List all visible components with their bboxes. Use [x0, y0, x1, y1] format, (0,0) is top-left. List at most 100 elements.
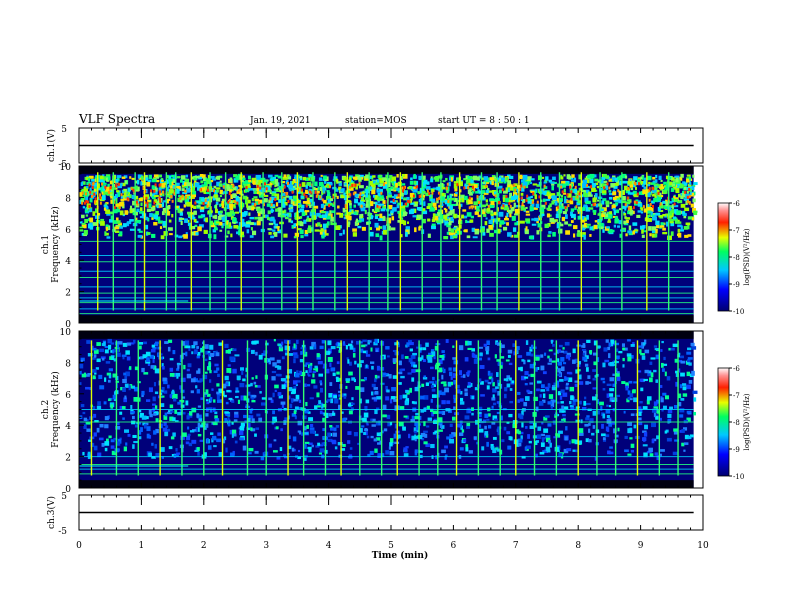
psd-cell	[227, 230, 230, 235]
psd-cell	[609, 446, 613, 449]
psd-cell	[409, 198, 413, 203]
psd-cell	[484, 425, 487, 430]
psd-cell	[330, 346, 336, 350]
psd-cell	[677, 194, 681, 198]
psd-cell	[403, 453, 409, 458]
psd-cell	[614, 216, 619, 220]
psd-cell	[441, 350, 445, 354]
psd-cell	[163, 200, 166, 203]
psd-cell	[93, 445, 98, 451]
psd-cell	[169, 367, 174, 372]
psd-cell	[672, 343, 678, 348]
psd-cell	[185, 400, 189, 406]
psd-cell	[229, 203, 233, 209]
psd-cell	[219, 189, 223, 195]
psd-cell	[550, 181, 555, 184]
psd-hot-cell	[684, 190, 687, 194]
psd-cell	[117, 184, 122, 189]
psd-cell	[509, 388, 513, 391]
psd-cell	[419, 415, 422, 420]
psd-cell	[97, 187, 102, 191]
psd-hot-cell	[358, 195, 361, 199]
psd-cell	[319, 215, 323, 219]
psd-cell	[161, 182, 166, 188]
psd-cell	[221, 198, 226, 202]
psd-cell	[355, 183, 360, 186]
psd-cell	[673, 216, 677, 220]
psd-cell	[493, 418, 498, 421]
psd-cell	[264, 184, 269, 190]
psd-hot-cell	[287, 181, 290, 185]
psd-cell	[181, 352, 187, 355]
psd-hot-cell	[494, 194, 497, 198]
psd-cell	[249, 235, 254, 238]
psd-cell	[271, 376, 276, 381]
psd-cell	[178, 235, 183, 239]
psd-cell	[431, 455, 434, 459]
psd-cell	[683, 449, 686, 452]
psd-cell	[195, 220, 199, 224]
psd-cell	[586, 214, 589, 220]
psd-cell	[499, 415, 503, 421]
psd-cell	[605, 409, 611, 414]
psd-cell	[688, 362, 692, 366]
psd-cell	[365, 399, 370, 404]
psd-cell	[283, 383, 289, 388]
psd-cell	[137, 228, 141, 231]
psd-cell	[655, 228, 658, 234]
psd-cell	[474, 387, 479, 391]
psd-cell	[629, 212, 634, 215]
psd-cell	[297, 449, 301, 453]
psd-cell	[96, 427, 100, 433]
psd-cell	[646, 399, 650, 405]
psd-hot-cell	[104, 185, 107, 189]
psd-cell	[453, 398, 457, 404]
psd-cell	[331, 426, 334, 430]
psd-cell	[379, 203, 384, 206]
psd-cell	[517, 391, 521, 395]
psd-cell	[474, 354, 478, 359]
psd-cell	[633, 176, 638, 181]
psd-cell	[303, 426, 307, 431]
psd-cell	[608, 405, 612, 408]
psd-cell	[471, 227, 476, 232]
psd-cell	[539, 207, 545, 212]
psd-cell	[527, 390, 530, 393]
psd-cell	[183, 364, 186, 370]
psd-cell	[461, 429, 465, 433]
psd-cell	[371, 185, 376, 190]
psd-cell	[660, 449, 665, 452]
psd-cell	[630, 187, 634, 191]
psd-cell	[374, 409, 378, 415]
psd-cell	[601, 200, 605, 205]
figure-title: VLF Spectra	[78, 112, 155, 126]
psd-cell	[629, 183, 634, 188]
psd-cell	[254, 181, 258, 185]
psd-cell	[478, 418, 482, 424]
psd-cell	[336, 371, 340, 375]
psd-cell	[214, 411, 218, 415]
psd-cell	[94, 420, 99, 423]
psd-cell	[232, 186, 237, 191]
psd-cell	[589, 173, 595, 179]
psd-cell	[365, 431, 368, 436]
psd-cell	[550, 402, 555, 408]
psd-cell	[378, 203, 382, 208]
psd-hot-cell	[321, 198, 324, 202]
psd-cell	[489, 372, 493, 377]
psd-hot-cell	[431, 191, 434, 195]
psd-cell	[272, 419, 276, 424]
psd-hot-cell	[118, 206, 121, 210]
psd-cell	[98, 374, 103, 380]
psd-cell	[651, 226, 657, 231]
psd-cell	[332, 432, 337, 437]
psd-cell	[368, 340, 372, 343]
psd-cell	[483, 208, 486, 212]
psd-cell	[482, 181, 486, 185]
psd-cell	[355, 174, 359, 177]
psd-cell	[491, 181, 494, 186]
psd-cell	[647, 206, 653, 211]
psd-cell	[287, 435, 291, 439]
psd-cell	[547, 222, 551, 227]
psd-cell	[403, 415, 408, 418]
